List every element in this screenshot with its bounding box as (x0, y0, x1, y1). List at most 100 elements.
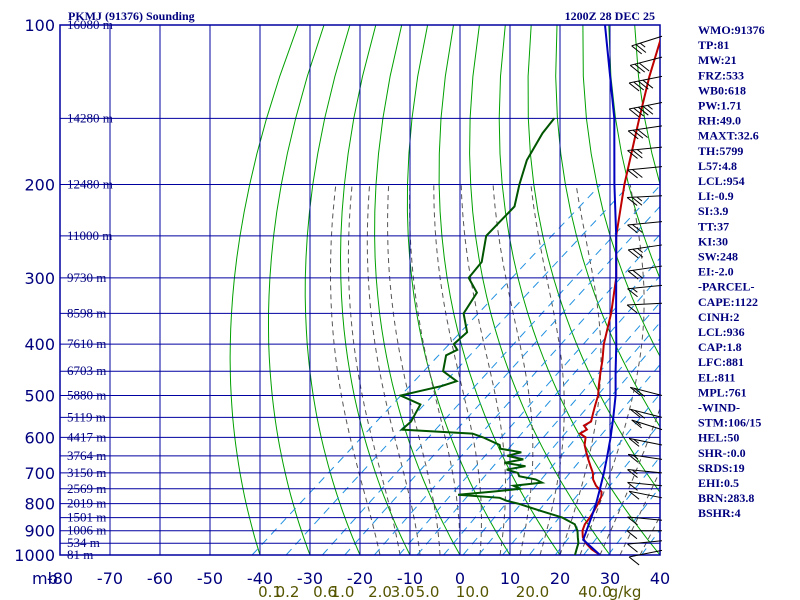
wind-barb-staff (630, 56, 663, 66)
moist-adiabat (619, 469, 660, 555)
wind-barb (627, 469, 663, 478)
moist-adiabat (579, 184, 645, 555)
height-label: 3764 m (67, 448, 106, 463)
wind-barb-flag (633, 438, 640, 444)
wind-barb (627, 244, 663, 259)
temperature-tick-label: 30 (600, 569, 620, 588)
wind-barb-staff (627, 195, 663, 198)
temperature-tick-label: -80 (47, 569, 73, 588)
wind-barb-flag (627, 288, 638, 298)
wind-barb-flag (637, 248, 643, 253)
wind-barb (628, 490, 663, 500)
wind-barb-flag (638, 62, 650, 72)
wind-barb (628, 549, 663, 566)
height-label: 12480 m (67, 177, 113, 192)
wind-barbs (626, 35, 663, 566)
wind-barb-staff (627, 221, 663, 226)
wind-barb-flag (632, 248, 644, 258)
series-temperature (578, 38, 660, 555)
height-label: 534 m (67, 535, 100, 550)
wind-barb-staff (627, 481, 663, 487)
pressure-tick-label: 300 (24, 269, 55, 288)
series-parcel (582, 25, 618, 555)
wind-barb-flag (627, 224, 638, 234)
wind-barb-staff (627, 284, 663, 290)
plot-frame (59, 24, 661, 556)
wind-barb-flag (628, 108, 640, 118)
height-label: 5880 m (67, 387, 106, 402)
height-labels: 16080 m 14280 m 12480 m 11000 m 9730 m 8598 m… (67, 17, 113, 562)
index-line: EHI:0.5 (698, 476, 739, 490)
pressure-tick-label: 1000 (14, 546, 55, 565)
mixing-ratio-label: 2.0 (368, 583, 392, 600)
wind-barb (626, 530, 662, 540)
index-line: CAP:1.8 (698, 340, 742, 354)
wind-barb-flag (642, 79, 654, 89)
index-line: WMO:91376 (698, 23, 765, 37)
pressure-tick-label: 900 (24, 522, 55, 541)
height-label: 8598 m (67, 305, 106, 320)
temperature-tick-label: 20 (550, 569, 570, 588)
index-line: TH:5799 (698, 144, 743, 158)
wind-barb-flag (637, 129, 648, 138)
temperature-tick-label: 0 (455, 569, 465, 588)
temperature-tick-label: -50 (197, 569, 223, 588)
mixing-ratio-label: 0.2 (276, 583, 300, 600)
wind-barb (629, 56, 663, 74)
wind-barb-flag (627, 249, 639, 259)
wind-barb (628, 75, 663, 92)
index-line: MAXT:32.6 (698, 129, 759, 143)
mb-label: mb (32, 569, 58, 588)
wind-barb-flag (628, 437, 640, 447)
wind-barb (627, 166, 663, 179)
wind-barb-staff (629, 75, 663, 84)
wind-barb-flag (627, 270, 639, 280)
index-line: TT:37 (698, 219, 729, 233)
wind-barb-flag (634, 388, 646, 397)
wind-barb-flag (629, 386, 641, 396)
mixing-ratio-label: 3.0 (391, 583, 415, 600)
mixing-ratio-label: 10.0 (456, 583, 489, 600)
wind-barb-flag (636, 149, 643, 154)
index-line: -WIND- (698, 401, 740, 415)
temperature-tick-label: -30 (297, 569, 323, 588)
index-line: STM:106/15 (698, 416, 761, 430)
wind-barb-staff (627, 540, 663, 545)
mixing-ratio-line (478, 338, 660, 555)
wind-barb-flag (635, 44, 647, 53)
height-label: 14280 m (67, 110, 113, 125)
index-line: CINH:2 (698, 310, 739, 324)
wind-barb-staff (627, 516, 663, 521)
wind-barb-flag (632, 224, 643, 233)
height-label: 11000 m (67, 228, 112, 243)
wind-barb-flag (627, 169, 638, 179)
wind-barb-flag (629, 408, 641, 418)
wind-barb-flag (632, 287, 638, 293)
wind-barb-staff (627, 469, 663, 474)
index-line: HEL:50 (698, 431, 739, 445)
wind-barb-staff (629, 549, 663, 558)
wind-barb (626, 302, 663, 314)
wind-barb (628, 437, 663, 447)
wind-barb (631, 419, 663, 431)
index-line: L57:4.8 (698, 159, 737, 173)
wind-barb-flag (628, 490, 640, 500)
wind-barb-flag (628, 82, 640, 92)
mixing-ratio-line (528, 393, 660, 555)
mixing-ratio-line (462, 321, 660, 555)
index-line: BRN:283.8 (698, 491, 754, 505)
index-line: SI:3.9 (698, 204, 728, 218)
wind-barb-flag (629, 64, 641, 74)
wind-barb-flag (627, 481, 638, 491)
wind-barb-flag (627, 516, 638, 526)
wind-barb-flag (627, 130, 639, 140)
wind-barb-flag (631, 196, 643, 206)
valid-time: 1200Z 28 DEC 25 (565, 9, 655, 23)
wind-barb-flag (627, 150, 638, 159)
wind-barb-flag (626, 304, 638, 314)
wind-barb-flag (638, 80, 649, 90)
wind-barb-staff (627, 166, 663, 171)
